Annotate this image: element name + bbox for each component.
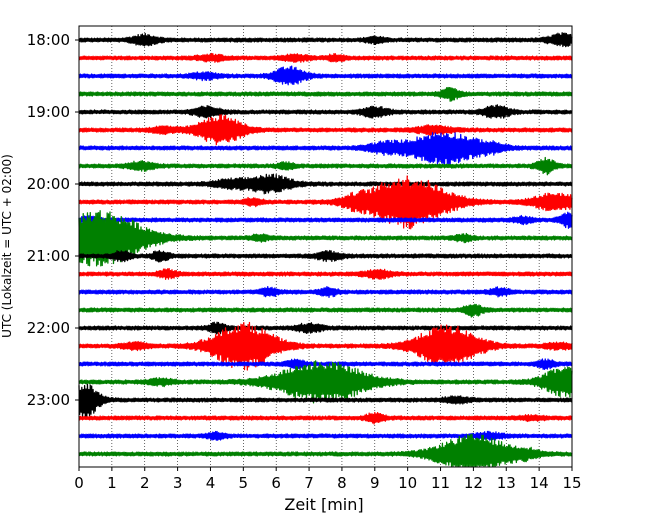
seismic-trace-2145: [78, 303, 573, 318]
x-tick-label: 9: [370, 474, 380, 492]
y-tick-label: 20:00: [27, 175, 70, 193]
seismic-trace-1900: [78, 104, 573, 119]
x-tick-label: 11: [431, 474, 450, 492]
x-tick-label: 4: [206, 474, 216, 492]
x-axis: 0 1 2 3 4 5 6 7 8 9 10 11 12 13 14 15: [74, 467, 582, 492]
y-axis-label: UTC (Lokalzeit = UTC + 02:00): [0, 154, 14, 338]
seismic-trace-2245: [78, 360, 573, 404]
seismic-trace-1830: [78, 65, 573, 86]
x-tick-label: 13: [497, 474, 516, 492]
x-tick-label: 12: [464, 474, 483, 492]
seismic-trace-1930: [78, 132, 573, 166]
seismic-trace-2115: [78, 267, 573, 280]
seismic-traces: [78, 32, 573, 467]
y-tick-label: 19:00: [27, 103, 70, 121]
x-tick-label: 10: [398, 474, 417, 492]
y-tick-label: 22:00: [27, 319, 70, 337]
seismic-trace-2230: [78, 358, 573, 370]
seismic-trace-2330: [78, 430, 573, 441]
y-tick-label: 23:00: [27, 391, 70, 409]
seismic-trace-1800: [78, 32, 573, 48]
seismic-trace-2100: [78, 249, 573, 263]
y-tick-label: 21:00: [27, 247, 70, 265]
x-tick-label: 3: [173, 474, 183, 492]
x-tick-label: 0: [74, 474, 84, 492]
x-tick-label: 5: [239, 474, 249, 492]
x-tick-label: 7: [304, 474, 314, 492]
x-tick-label: 1: [107, 474, 117, 492]
seismic-trace-2315: [78, 411, 573, 425]
seismic-trace-2000: [78, 173, 573, 195]
x-axis-label: Zeit [min]: [284, 495, 363, 514]
seismic-trace-1815: [78, 52, 573, 63]
x-tick-label: 2: [140, 474, 150, 492]
x-tick-label: 8: [337, 474, 347, 492]
seismic-trace-1915: [78, 114, 573, 146]
seismic-trace-2045: [78, 210, 573, 267]
y-axis: 18:00 19:00 20:00 21:00 22:00 23:00: [27, 31, 79, 409]
seismic-trace-2030: [78, 211, 573, 229]
seismic-trace-2200: [78, 321, 573, 335]
seismic-trace-2215: [78, 321, 573, 371]
plot-area: [78, 25, 573, 468]
x-tick-label: 15: [562, 474, 581, 492]
x-tick-label: 14: [530, 474, 549, 492]
x-tick-label: 6: [271, 474, 281, 492]
seismic-trace-2130: [78, 286, 573, 298]
seismic-trace-2015: [78, 175, 573, 230]
plot-frame: [78, 25, 573, 468]
seismic-trace-1845: [78, 86, 573, 102]
seismic-trace-2300: [78, 383, 573, 419]
y-tick-label: 18:00: [27, 31, 70, 49]
seismic-trace-2345: [78, 433, 573, 467]
seismic-trace-1945: [78, 156, 573, 176]
